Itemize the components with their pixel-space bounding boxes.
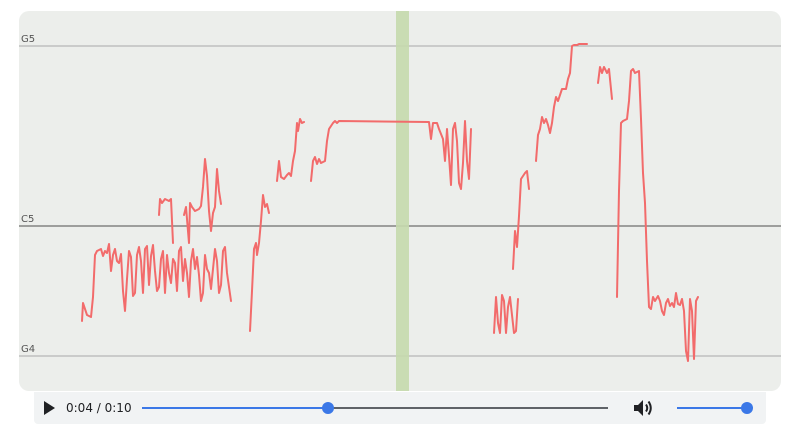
play-icon[interactable] — [44, 401, 55, 415]
duration: 0:10 — [104, 401, 132, 415]
volume-slider[interactable] — [677, 402, 753, 414]
current-time: 0:04 — [66, 401, 93, 415]
pitch-contour — [81, 43, 699, 362]
seek-progress-fill — [142, 407, 329, 409]
pitch-segment — [310, 120, 472, 190]
pitch-segment — [158, 198, 174, 244]
pitch-segment — [183, 158, 222, 244]
pitch-segment — [81, 243, 232, 322]
pitch-graph-svg: G5 C5 G4 — [19, 11, 781, 391]
pitch-segment — [616, 68, 699, 362]
note-label-g5: G5 — [21, 34, 35, 45]
volume-icon[interactable] — [632, 398, 654, 418]
pitch-segment — [512, 170, 530, 270]
audio-player: 0:04 / 0:10 — [34, 392, 766, 424]
pitch-segment — [249, 194, 270, 332]
seek-slider[interactable] — [142, 402, 608, 414]
note-label-c5: C5 — [21, 214, 34, 225]
note-label-g4: G4 — [21, 344, 35, 355]
pitch-segment — [276, 118, 305, 182]
pitch-graph: G5 C5 G4 — [19, 11, 781, 391]
pitch-segment — [597, 66, 613, 100]
seek-thumb[interactable] — [322, 402, 335, 414]
time-separator: / — [92, 401, 105, 415]
volume-level-fill — [677, 407, 747, 409]
volume-thumb[interactable] — [741, 402, 753, 414]
pitch-segment — [493, 294, 519, 334]
pitch-segment — [535, 43, 588, 162]
playhead-marker[interactable] — [396, 11, 409, 391]
time-display: 0:04 / 0:10 — [66, 401, 132, 415]
